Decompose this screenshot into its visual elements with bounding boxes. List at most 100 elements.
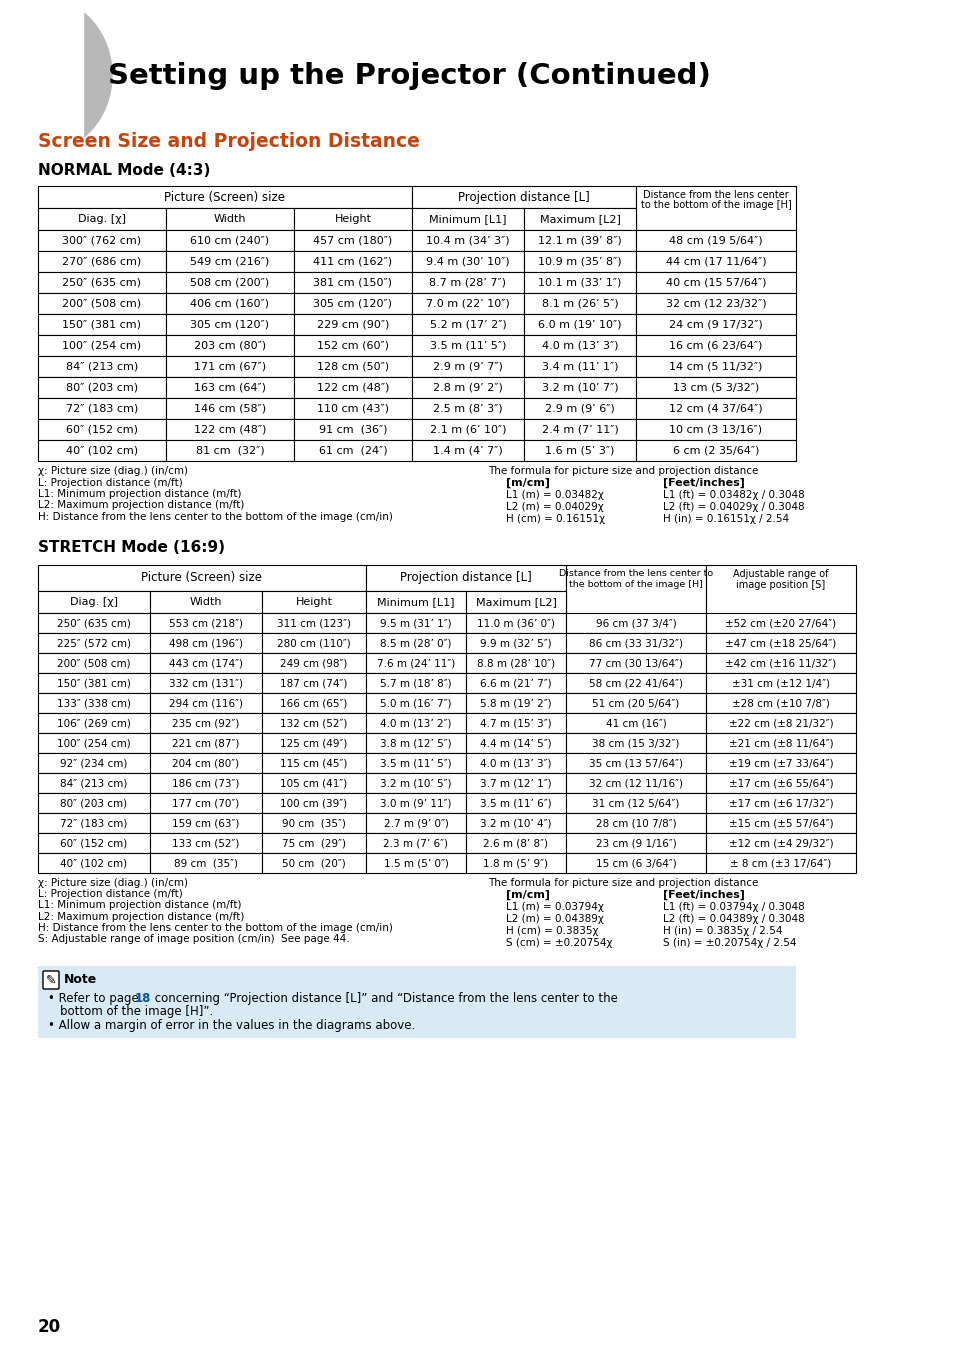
Bar [523,272,636,293]
Bar [705,833,855,853]
Text: 58 cm (22 41/64″): 58 cm (22 41/64″) [588,677,682,688]
Bar [166,356,294,377]
Text: 10.4 m (34’ 3″): 10.4 m (34’ 3″) [426,235,509,246]
Text: • Refer to page: • Refer to page [48,992,142,1005]
Bar [705,694,855,713]
Text: S (in) = ±0.20754χ / 2.54: S (in) = ±0.20754χ / 2.54 [662,938,796,948]
Bar [523,314,636,335]
Bar [412,272,523,293]
Text: 204 cm (80″): 204 cm (80″) [172,758,239,768]
Text: L2 (ft) = 0.04389χ / 0.3048: L2 (ft) = 0.04389χ / 0.3048 [662,914,804,923]
Bar [412,230,523,251]
Text: 166 cm (65″): 166 cm (65″) [280,698,347,708]
Text: Diag. [χ]: Diag. [χ] [78,214,126,224]
Text: 96 cm (37 3/4″): 96 cm (37 3/4″) [595,618,676,627]
Bar [150,853,262,873]
Text: 40″ (102 cm): 40″ (102 cm) [66,446,138,456]
Bar [565,833,705,853]
Bar [705,673,855,694]
Bar [38,272,166,293]
Text: 311 cm (123″): 311 cm (123″) [276,618,351,627]
Bar [294,208,412,230]
Bar [294,251,412,272]
Bar [294,439,412,461]
Text: L2: Maximum projection distance (m/ft): L2: Maximum projection distance (m/ft) [38,500,244,511]
Bar [565,694,705,713]
Bar [366,833,465,853]
Text: 7.6 m (24’ 11″): 7.6 m (24’ 11″) [376,658,455,668]
Bar [366,733,465,753]
Text: 1.8 m (5’ 9″): 1.8 m (5’ 9″) [483,859,548,868]
Text: Width: Width [190,598,222,607]
Text: ±19 cm (±7 33/64″): ±19 cm (±7 33/64″) [728,758,832,768]
Bar [38,377,166,397]
Text: 72″ (183 cm): 72″ (183 cm) [60,818,128,827]
Text: 2.5 m (8’ 3″): 2.5 m (8’ 3″) [433,403,502,414]
Bar [294,335,412,356]
Bar [523,439,636,461]
Bar [294,419,412,439]
Bar [262,633,366,653]
Bar [38,673,150,694]
Bar [465,853,565,873]
Bar [565,653,705,673]
Bar [38,565,366,591]
Text: The formula for picture size and projection distance: The formula for picture size and project… [488,877,758,888]
Bar [412,419,523,439]
Text: 4.0 m (13’ 3″): 4.0 m (13’ 3″) [479,758,551,768]
Text: Distance from the lens center: Distance from the lens center [642,191,788,200]
Bar [565,813,705,833]
Text: 250″ (635 cm): 250″ (635 cm) [63,277,141,288]
Bar [38,612,150,633]
Text: ±31 cm (±12 1/4″): ±31 cm (±12 1/4″) [731,677,829,688]
Bar [636,230,795,251]
Bar [294,356,412,377]
Text: 225″ (572 cm): 225″ (572 cm) [57,638,131,648]
Text: 16 cm (6 23/64″): 16 cm (6 23/64″) [669,341,761,350]
Text: ±42 cm (±16 11/32″): ±42 cm (±16 11/32″) [724,658,836,668]
Text: 200″ (508 cm): 200″ (508 cm) [62,299,141,308]
Text: 9.5 m (31’ 1″): 9.5 m (31’ 1″) [380,618,452,627]
Bar [412,293,523,314]
Text: Note: Note [64,973,97,986]
Text: Maximum [L2]: Maximum [L2] [539,214,619,224]
Text: 6.6 m (21’ 7″): 6.6 m (21’ 7″) [479,677,551,688]
Text: 5.7 m (18’ 8″): 5.7 m (18’ 8″) [380,677,452,688]
Text: 5.8 m (19’ 2″): 5.8 m (19’ 2″) [479,698,551,708]
Text: 15 cm (6 3/64″): 15 cm (6 3/64″) [595,859,676,868]
Text: 13 cm (5 3/32″): 13 cm (5 3/32″) [672,383,759,392]
Text: 35 cm (13 57/64″): 35 cm (13 57/64″) [588,758,682,768]
Bar [366,794,465,813]
Text: 28 cm (10 7/8″): 28 cm (10 7/8″) [595,818,676,827]
Bar [38,208,166,230]
Bar [150,773,262,794]
Bar [636,272,795,293]
Text: 3.5 m (11’ 6″): 3.5 m (11’ 6″) [479,798,551,808]
Text: to the bottom of the image [H]: to the bottom of the image [H] [640,200,791,210]
Text: 100″ (254 cm): 100″ (254 cm) [62,341,141,350]
Bar [150,753,262,773]
Bar [166,397,294,419]
Bar [705,853,855,873]
Bar [565,853,705,873]
Text: Width: Width [213,214,246,224]
Bar [38,694,150,713]
Text: 553 cm (218″): 553 cm (218″) [169,618,243,627]
Bar [523,397,636,419]
Bar [523,293,636,314]
Bar [38,251,166,272]
Bar [150,653,262,673]
Bar [38,713,150,733]
Bar [366,653,465,673]
Bar [705,653,855,673]
Bar [38,633,150,653]
Bar [523,419,636,439]
Text: 10.9 m (35’ 8″): 10.9 m (35’ 8″) [537,257,621,266]
Bar [150,633,262,653]
Bar [166,335,294,356]
Text: 305 cm (120″): 305 cm (120″) [191,319,269,330]
Bar [38,853,150,873]
Text: L: Projection distance (m/ft): L: Projection distance (m/ft) [38,477,183,488]
Text: the bottom of the image [H]: the bottom of the image [H] [569,580,702,589]
Bar [705,794,855,813]
